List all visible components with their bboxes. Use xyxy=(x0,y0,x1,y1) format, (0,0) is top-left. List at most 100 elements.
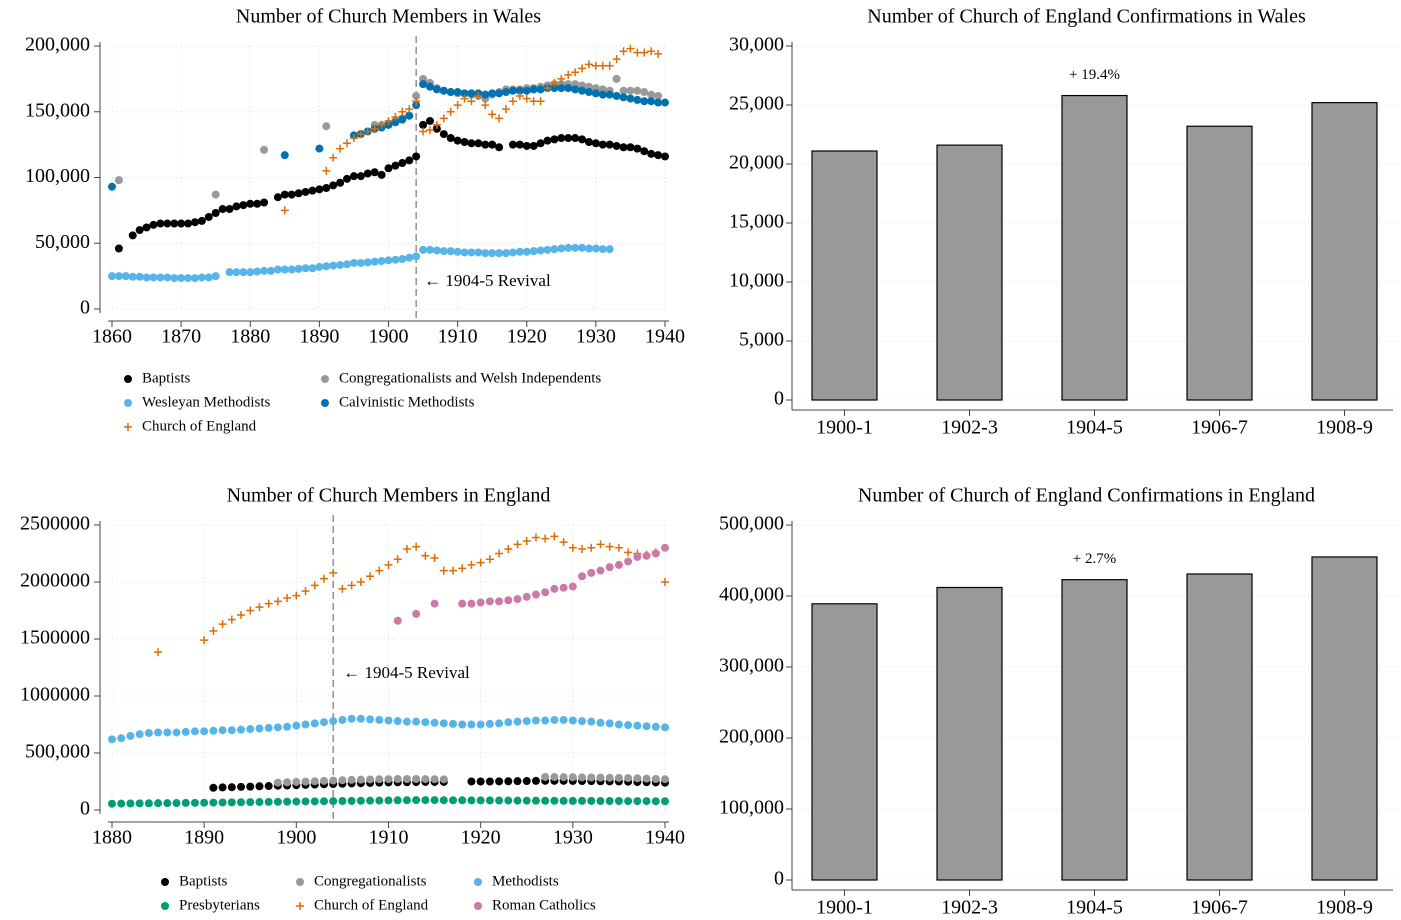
data-point xyxy=(329,181,338,190)
data-point xyxy=(460,94,469,103)
data-point xyxy=(485,796,494,805)
data-point xyxy=(163,273,172,282)
data-point xyxy=(642,797,651,806)
data-point xyxy=(405,156,414,165)
data-point xyxy=(393,717,402,726)
data-point xyxy=(651,549,660,558)
data-point xyxy=(481,249,490,258)
data-point xyxy=(488,249,497,258)
data-point xyxy=(421,775,430,784)
data-point xyxy=(485,719,494,728)
data-point xyxy=(541,534,550,543)
data-point xyxy=(488,110,497,119)
data-point xyxy=(402,774,411,783)
x-tick-label: 1860 xyxy=(92,326,132,348)
data-point xyxy=(172,799,181,808)
data-point xyxy=(513,777,522,786)
data-point xyxy=(467,560,476,569)
x-tick-label: 1940 xyxy=(645,827,685,849)
data-point xyxy=(531,716,540,725)
x-tick-label: 1900-1 xyxy=(816,417,873,439)
data-point xyxy=(633,95,642,104)
y-tick-label: 10,000 xyxy=(729,270,784,292)
data-point xyxy=(197,273,206,282)
data-point xyxy=(391,161,400,170)
data-point xyxy=(144,729,153,738)
chart-title: Number of Church of England Confirmation… xyxy=(867,6,1306,28)
data-point xyxy=(661,797,669,806)
y-tick-label: 25,000 xyxy=(729,93,784,115)
data-point xyxy=(568,582,577,591)
x-tick-label: 1908-9 xyxy=(1316,417,1373,439)
x-tick-label: 1906-7 xyxy=(1191,417,1248,439)
data-point xyxy=(356,714,365,723)
data-point xyxy=(170,219,179,228)
x-tick-label: 1930 xyxy=(576,326,616,348)
data-point xyxy=(474,91,483,100)
data-point xyxy=(587,568,596,577)
data-point xyxy=(301,264,310,273)
data-point xyxy=(135,226,144,235)
data-point xyxy=(283,778,292,787)
x-tick-label: 1880 xyxy=(92,827,132,849)
data-point xyxy=(591,139,600,148)
data-point xyxy=(453,101,462,110)
data-point xyxy=(412,252,421,261)
data-point xyxy=(578,243,587,252)
data-point xyxy=(495,597,504,606)
x-tick-label: 1930 xyxy=(553,827,593,849)
data-point xyxy=(237,611,246,620)
data-point xyxy=(564,134,573,143)
data-point xyxy=(128,231,137,240)
data-point xyxy=(377,257,386,266)
data-point xyxy=(626,94,635,103)
data-point xyxy=(633,797,642,806)
x-tick-label: 1890 xyxy=(299,326,339,348)
data-point xyxy=(430,718,439,727)
data-point xyxy=(522,777,531,786)
data-point xyxy=(319,797,328,806)
y-tick-label: 1500000 xyxy=(20,627,90,649)
bar xyxy=(811,150,878,401)
data-point xyxy=(661,578,669,586)
data-point xyxy=(391,118,400,127)
data-point xyxy=(578,572,587,581)
data-point xyxy=(425,82,434,91)
data-point xyxy=(449,566,458,575)
data-point xyxy=(529,85,538,94)
data-point xyxy=(356,172,365,181)
data-point xyxy=(126,731,135,740)
data-point xyxy=(513,540,522,549)
data-point xyxy=(495,89,504,98)
data-point xyxy=(273,723,282,732)
data-point xyxy=(578,717,587,726)
data-point xyxy=(398,159,407,168)
data-point xyxy=(135,730,144,739)
bar xyxy=(1311,556,1378,881)
data-point xyxy=(453,247,462,256)
data-point xyxy=(654,49,663,58)
legend-label: Church of England xyxy=(314,897,429,913)
data-point xyxy=(642,722,651,731)
data-point xyxy=(584,244,593,253)
data-point xyxy=(149,220,158,229)
data-point xyxy=(439,247,448,256)
data-point xyxy=(338,715,347,724)
data-point xyxy=(329,776,338,785)
data-point xyxy=(522,717,531,726)
data-point xyxy=(246,199,255,208)
data-point xyxy=(502,249,511,258)
data-point xyxy=(557,74,566,83)
chart-title: Number of Church Members in England xyxy=(227,485,551,507)
data-point xyxy=(209,726,218,735)
data-point xyxy=(481,101,490,110)
data-point xyxy=(338,584,347,593)
data-point xyxy=(536,97,545,106)
data-point xyxy=(508,97,517,106)
data-point xyxy=(419,80,428,89)
chart-panel: Number of Church Members in England 0 500,… xyxy=(20,485,685,914)
data-point xyxy=(529,141,538,150)
data-point xyxy=(522,592,531,601)
data-point xyxy=(347,714,356,723)
x-tick-label: 1920 xyxy=(507,326,547,348)
